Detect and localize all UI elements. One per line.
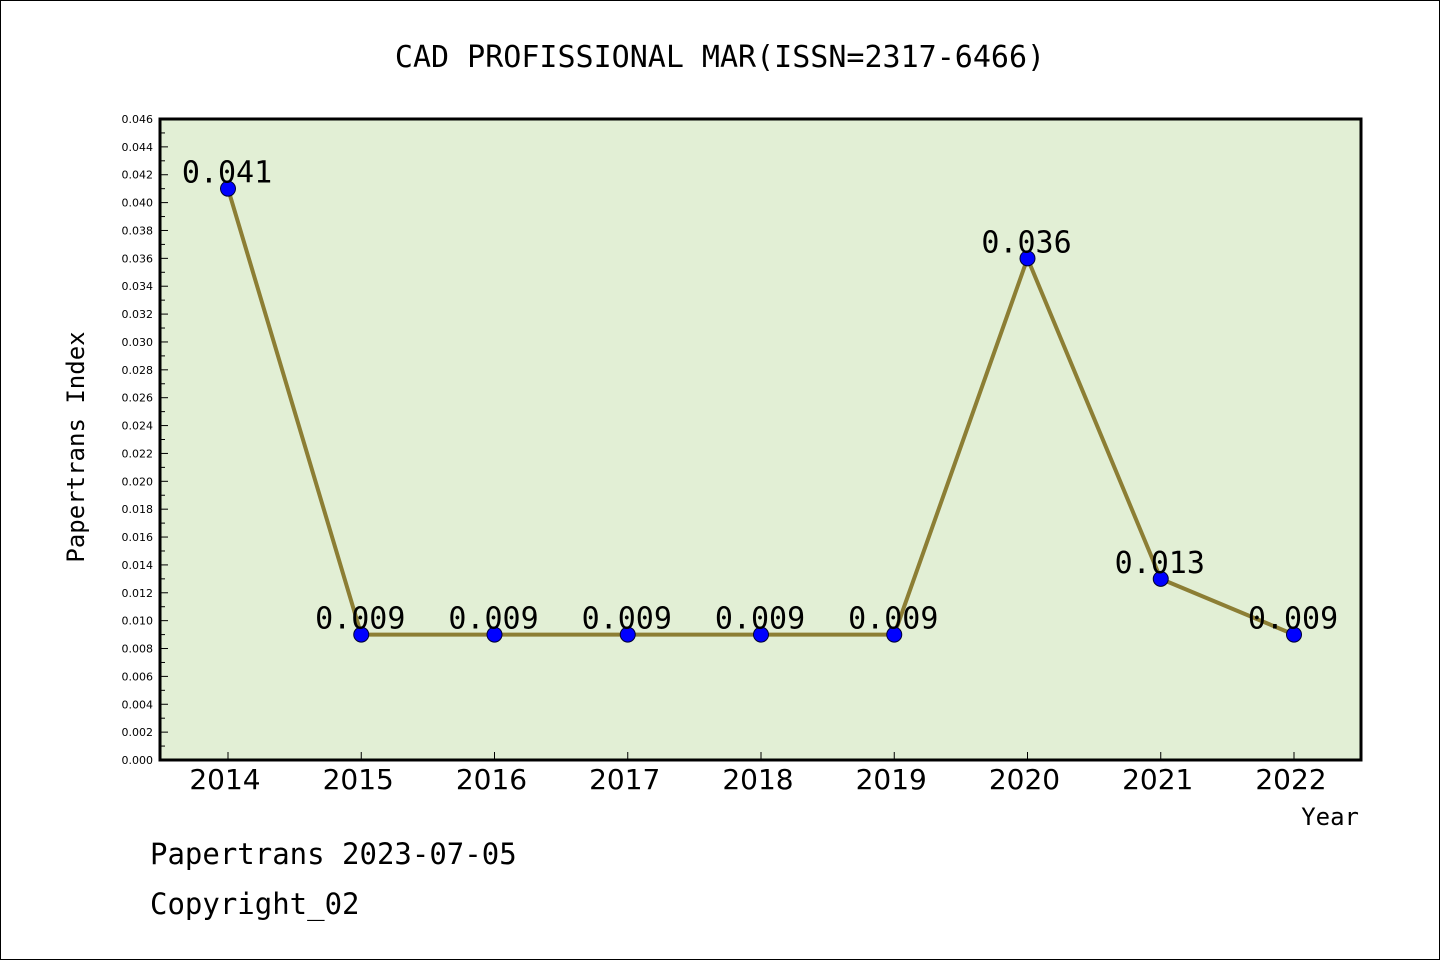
- y-tick-label: 0.028: [122, 364, 154, 377]
- data-label: 0.009: [1248, 602, 1338, 637]
- data-label: 0.009: [582, 602, 672, 637]
- data-point: [886, 626, 903, 643]
- y-tick-label: 0.010: [122, 615, 154, 628]
- x-axis-title: Year: [1301, 803, 1359, 831]
- y-tick-label: 0.030: [122, 336, 154, 349]
- data-point: [753, 626, 769, 643]
- y-tick-label: 0.000: [122, 754, 154, 767]
- x-tick-label: 2019: [856, 763, 927, 796]
- y-tick-label: 0.042: [122, 169, 154, 182]
- x-tick-label: 2014: [189, 763, 260, 796]
- data-point: [220, 180, 236, 197]
- x-tick-label: 2022: [1255, 763, 1326, 796]
- y-tick-label: 0.032: [122, 308, 154, 321]
- data-point: [1152, 570, 1169, 587]
- footer-date: Papertrans 2023-07-05: [150, 837, 517, 871]
- data-point: [1286, 626, 1302, 643]
- y-tick-label: 0.038: [122, 224, 154, 237]
- x-axis-ticks: 2014 2015 2016 2017 2018 2019 2020 2021 2022: [189, 752, 1327, 796]
- data-point: [486, 626, 503, 643]
- x-tick-label: 2020: [989, 763, 1060, 796]
- y-tick-label: 0.014: [122, 559, 154, 572]
- x-tick-label: 2015: [323, 763, 394, 796]
- y-tick-label: 0.046: [122, 113, 154, 126]
- data-label: 0.009: [448, 602, 538, 637]
- x-tick-label: 2016: [456, 763, 527, 796]
- y-tick-label: 0.024: [122, 420, 154, 433]
- data-label: 0.009: [715, 602, 805, 637]
- footer-copyright: Copyright_02: [150, 887, 360, 922]
- plot-area: [158, 117, 1363, 762]
- data-label: 0.013: [1115, 546, 1205, 581]
- x-tick-label: 2021: [1122, 763, 1193, 796]
- x-tick-label: 2017: [589, 763, 660, 796]
- data-label: 0.036: [981, 225, 1071, 260]
- y-tick-label: 0.018: [122, 503, 154, 516]
- y-axis-title: Papertrans Index: [62, 331, 90, 562]
- y-tick-label: 0.040: [122, 197, 154, 210]
- series: [220, 180, 1302, 643]
- y-tick-label: 0.044: [122, 141, 154, 154]
- data-label: 0.041: [182, 156, 272, 191]
- y-tick-label: 0.016: [122, 531, 154, 544]
- data-point: [619, 626, 636, 643]
- y-tick-label: 0.004: [122, 698, 154, 711]
- data-point: [1019, 250, 1036, 267]
- y-axis-ticks: 0.000 0.002 0.004 0.006 0.008 0.010 0.012 0.014…: [122, 113, 168, 767]
- data-point: [353, 626, 370, 643]
- y-tick-label: 0.002: [122, 726, 154, 739]
- y-tick-label: 0.034: [122, 280, 154, 293]
- y-tick-label: 0.022: [122, 447, 154, 460]
- data-label: 0.009: [315, 602, 405, 637]
- y-tick-label: 0.020: [122, 475, 154, 488]
- y-tick-label: 0.036: [122, 252, 154, 265]
- data-labels: 0.041 0.009 0.009 0.009 0.009 0.009 0.036 0.013…: [182, 156, 1338, 637]
- y-tick-label: 0.026: [122, 392, 154, 405]
- y-tick-label: 0.008: [122, 643, 154, 656]
- data-label: 0.009: [848, 602, 938, 637]
- y-tick-label: 0.012: [122, 587, 154, 600]
- x-tick-label: 2018: [722, 763, 793, 796]
- chart-title: CAD PROFISSIONAL MAR(ISSN=2317-6466): [395, 40, 1045, 75]
- y-tick-label: 0.006: [122, 670, 154, 683]
